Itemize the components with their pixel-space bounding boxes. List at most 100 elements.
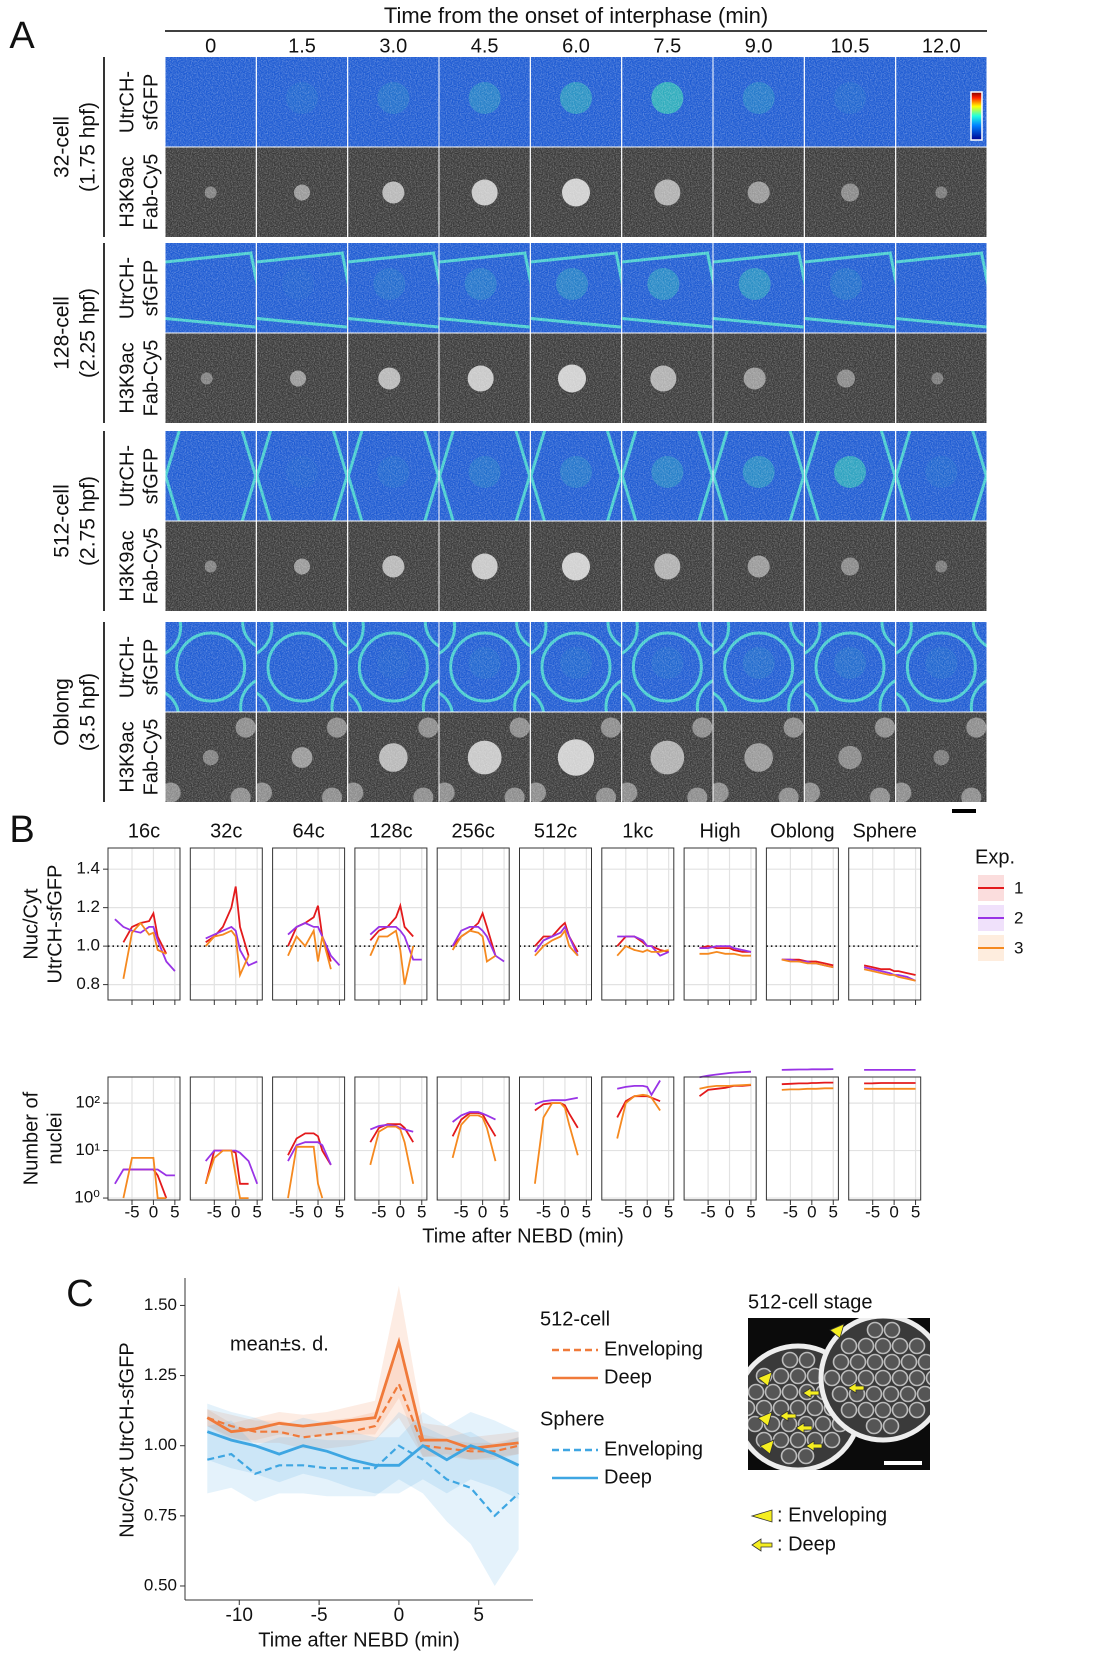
image-noise bbox=[804, 333, 896, 423]
micrograph bbox=[804, 243, 896, 333]
exp-line bbox=[451, 1112, 497, 1137]
facet-border bbox=[107, 1076, 181, 1201]
x-tick-label: 0 bbox=[478, 1202, 487, 1221]
image-noise bbox=[348, 57, 439, 147]
annotation: mean±s. d. bbox=[230, 1333, 329, 1355]
image-noise bbox=[622, 431, 713, 521]
cell bbox=[917, 1353, 930, 1371]
x-tick-label: 0 bbox=[149, 1202, 158, 1221]
image-noise bbox=[439, 521, 530, 611]
inset-image bbox=[748, 1318, 930, 1470]
image-noise bbox=[896, 431, 987, 521]
image-noise bbox=[348, 622, 439, 712]
image-noise bbox=[256, 243, 348, 333]
exp-line bbox=[781, 958, 834, 969]
micrograph bbox=[713, 431, 804, 521]
image-noise bbox=[622, 243, 713, 333]
cell bbox=[874, 1369, 892, 1387]
image-noise bbox=[165, 57, 256, 147]
micrograph bbox=[256, 622, 348, 712]
image-noise bbox=[348, 147, 439, 237]
facet-border bbox=[765, 847, 839, 1001]
arrow bbox=[757, 1411, 773, 1427]
facet-panel bbox=[684, 848, 757, 1000]
exp-line bbox=[451, 926, 505, 963]
micrograph bbox=[896, 243, 987, 333]
exp-line bbox=[204, 1149, 249, 1199]
x-tick-label: 0 bbox=[394, 1605, 405, 1626]
inset-title: 512-cell stage bbox=[748, 1291, 873, 1313]
micrograph bbox=[622, 712, 713, 802]
image-noise bbox=[530, 243, 622, 333]
cell bbox=[814, 1415, 832, 1433]
exp-line bbox=[616, 1093, 661, 1139]
cell bbox=[866, 1321, 884, 1339]
exp-line bbox=[451, 1114, 497, 1162]
facet-panel bbox=[848, 848, 921, 1000]
micrograph bbox=[804, 622, 896, 712]
micrograph bbox=[165, 147, 256, 237]
image-noise bbox=[713, 431, 804, 521]
cell bbox=[840, 1337, 858, 1355]
image-noise bbox=[530, 712, 622, 802]
arrow bbox=[759, 1439, 775, 1455]
channel-label: Fab-Cy5 bbox=[140, 528, 162, 605]
micrograph bbox=[896, 622, 987, 712]
y-tick-label: 10¹ bbox=[75, 1140, 100, 1159]
channel-label: UtrCH- bbox=[116, 636, 138, 698]
facet-panel bbox=[519, 848, 592, 1000]
arrow bbox=[847, 1382, 865, 1394]
image-noise bbox=[439, 431, 530, 521]
cell bbox=[840, 1401, 858, 1419]
micrograph bbox=[348, 147, 439, 237]
x-tick-label: -5 bbox=[618, 1202, 633, 1221]
time-label: 4.5 bbox=[471, 35, 499, 57]
x-axis-title: Time after NEBD (min) bbox=[422, 1225, 624, 1247]
image-noise bbox=[896, 147, 987, 237]
facet-panel bbox=[190, 1077, 263, 1200]
micrograph bbox=[804, 431, 896, 521]
exp-line bbox=[114, 1168, 175, 1185]
micrograph bbox=[439, 622, 530, 712]
cell bbox=[925, 1370, 930, 1386]
facet-title: 128c bbox=[369, 820, 412, 842]
y-tick-label: 0.50 bbox=[144, 1575, 177, 1594]
exp-line bbox=[122, 910, 168, 955]
channel-label: H3K9ac bbox=[116, 721, 138, 792]
cell bbox=[908, 1401, 926, 1419]
facet-panel bbox=[684, 1077, 757, 1200]
image-noise bbox=[530, 147, 622, 237]
exp-line bbox=[369, 902, 414, 941]
facet-panel bbox=[272, 1077, 345, 1200]
micrograph bbox=[348, 243, 439, 333]
stage-label: 128-cell bbox=[51, 296, 74, 370]
cell bbox=[781, 1383, 799, 1401]
cell bbox=[865, 1417, 883, 1435]
x-tick-label: -5 bbox=[124, 1202, 139, 1221]
colorbar bbox=[970, 91, 983, 141]
facet-title: 16c bbox=[128, 820, 160, 842]
cell bbox=[857, 1369, 875, 1387]
micrograph bbox=[165, 622, 256, 712]
micrograph bbox=[896, 147, 987, 237]
micrograph bbox=[804, 712, 896, 802]
micrograph bbox=[439, 712, 530, 802]
facet-border bbox=[436, 1076, 510, 1201]
cell bbox=[882, 1385, 900, 1403]
image-noise bbox=[165, 333, 256, 423]
micrograph bbox=[165, 712, 256, 802]
stage-label: (3.5 hpf) bbox=[77, 673, 100, 751]
label: B bbox=[9, 809, 34, 851]
micrograph bbox=[804, 57, 896, 147]
cell bbox=[882, 1417, 900, 1435]
cell bbox=[865, 1385, 883, 1403]
cell bbox=[883, 1353, 901, 1371]
cell bbox=[789, 1367, 807, 1385]
facet-border bbox=[765, 1076, 839, 1201]
exp-line bbox=[863, 964, 916, 976]
facet-border bbox=[848, 1076, 922, 1201]
stage-label: (1.75 hpf) bbox=[77, 102, 100, 192]
x-tick-label: 5 bbox=[911, 1202, 920, 1221]
legend-arrow bbox=[751, 1538, 773, 1552]
micrograph bbox=[622, 57, 713, 147]
